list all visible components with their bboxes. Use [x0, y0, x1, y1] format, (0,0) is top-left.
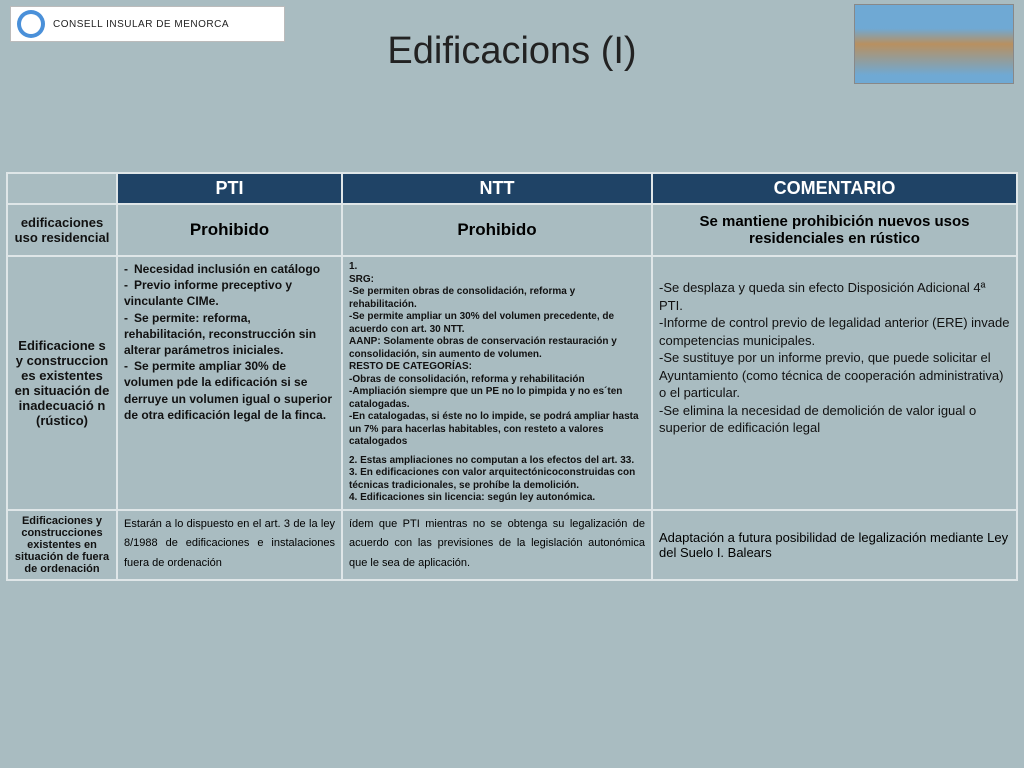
- com-item: -Se elimina la necesidad de demolición d…: [659, 402, 1010, 437]
- com-item: -Informe de control previo de legalidad …: [659, 314, 1010, 349]
- ntt-heading: SRG:: [349, 274, 374, 285]
- page-title: Edificacions (I): [0, 30, 1024, 73]
- cell-com: Se mantiene prohibición nuevos usos resi…: [652, 204, 1017, 256]
- ntt-item: -Se permiten obras de consolidación, ref…: [349, 286, 575, 310]
- ntt-item: -Obras de consolidación, reforma y rehab…: [349, 374, 585, 385]
- cell-pti: Prohibido: [117, 204, 342, 256]
- cell-com: Adaptación a futura posibilidad de legal…: [652, 510, 1017, 580]
- header-corner: [7, 173, 117, 204]
- pti-item: Previo informe preceptivo y vinculante C…: [124, 278, 292, 308]
- ntt-item: -En catalogadas, si éste no lo impide, s…: [349, 411, 639, 447]
- ntt-footer: 3. En edificaciones con valor arquitectó…: [349, 467, 635, 491]
- row-label: edificaciones uso residencial: [7, 204, 117, 256]
- table-row: edificaciones uso residencial Prohibido …: [7, 204, 1017, 256]
- pti-item: Se permite: reforma, rehabilitación, rec…: [124, 311, 316, 357]
- cell-pti: -Necesidad inclusión en catálogo -Previo…: [117, 256, 342, 510]
- com-item: -Se desplaza y queda sin efecto Disposic…: [659, 279, 1010, 314]
- ntt-footer: 4. Edificaciones sin licencia: según ley…: [349, 492, 595, 503]
- com-item: -Se sustituye por un informe previo, que…: [659, 349, 1010, 402]
- ntt-heading: RESTO DE CATEGORÍAS:: [349, 361, 472, 372]
- header-ntt: NTT: [342, 173, 652, 204]
- org-name: CONSELL INSULAR DE MENORCA: [53, 19, 229, 30]
- row-label: Edificacione s y construccion es existen…: [7, 256, 117, 510]
- table-row: Edificacione s y construccion es existen…: [7, 256, 1017, 510]
- cell-ntt: Prohibido: [342, 204, 652, 256]
- pti-item: Se permite ampliar 30% de volumen pde la…: [124, 359, 332, 422]
- ntt-heading: 1.: [349, 261, 357, 272]
- ntt-item: -Ampliación siempre que un PE no lo pimp…: [349, 386, 622, 410]
- cell-pti: Estarán a lo dispuesto en el art. 3 de l…: [117, 510, 342, 580]
- header-comentario: COMENTARIO: [652, 173, 1017, 204]
- comparison-table: PTI NTT COMENTARIO edificaciones uso res…: [6, 172, 1018, 581]
- pti-item: Necesidad inclusión en catálogo: [134, 262, 320, 276]
- table-row: Edificaciones y construcciones existente…: [7, 510, 1017, 580]
- row-label: Edificaciones y construcciones existente…: [7, 510, 117, 580]
- cell-ntt: ídem que PTI mientras no se obtenga su l…: [342, 510, 652, 580]
- header-pti: PTI: [117, 173, 342, 204]
- cell-com: -Se desplaza y queda sin efecto Disposic…: [652, 256, 1017, 510]
- ntt-item: AANP: Solamente obras de conservación re…: [349, 336, 617, 360]
- ntt-footer: 2. Estas ampliaciones no computan a los …: [349, 455, 634, 466]
- cell-ntt: 1. SRG: -Se permiten obras de consolidac…: [342, 256, 652, 510]
- table-header-row: PTI NTT COMENTARIO: [7, 173, 1017, 204]
- ntt-item: -Se permite ampliar un 30% del volumen p…: [349, 311, 614, 335]
